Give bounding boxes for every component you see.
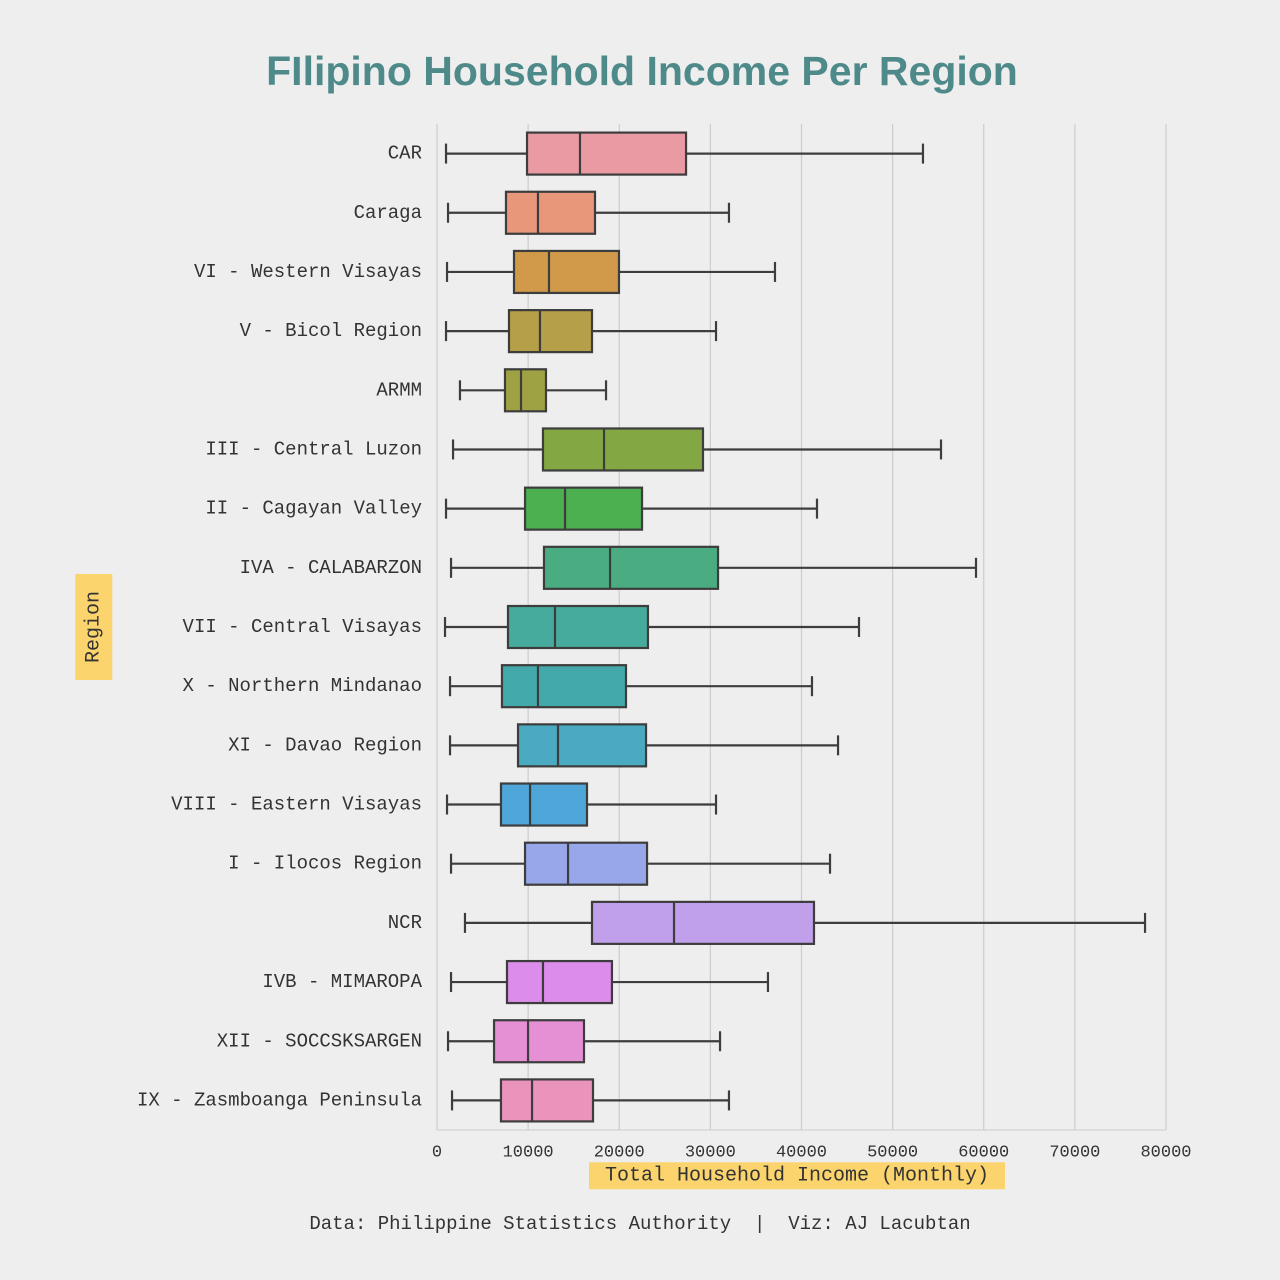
box: [503, 368, 548, 413]
box: [590, 900, 816, 945]
y-tick-label: CAR: [388, 143, 422, 165]
box: [541, 427, 705, 472]
y-tick-label: ARMM: [376, 379, 422, 401]
y-tick-label: Caraga: [354, 202, 422, 224]
y-tick-label: III - Central Luzon: [205, 438, 422, 460]
x-tick-label: 70000: [1049, 1143, 1100, 1162]
box: [492, 1019, 586, 1064]
y-axis-label: Region: [82, 591, 105, 663]
chart-title: FIlipino Household Income Per Region: [266, 48, 1018, 94]
label-background: [75, 573, 113, 681]
y-tick-label: IVB - MIMAROPA: [262, 971, 422, 993]
footer: Data: Philippine Statistics Authority | …: [309, 1213, 970, 1235]
box: [523, 841, 649, 886]
x-tick-label: 10000: [503, 1143, 554, 1162]
y-axis-label-group: Region: [75, 573, 113, 681]
box: [507, 309, 594, 354]
y-tick-label: X - Northern Mindanao: [183, 675, 422, 697]
y-tick-label: XII - SOCCSKSARGEN: [217, 1030, 422, 1052]
x-tick-label: 40000: [776, 1143, 827, 1162]
y-tick-label: IVA - CALABARZON: [240, 557, 422, 579]
x-axis-label: Total Household Income (Monthly): [605, 1164, 989, 1187]
y-tick-label: I - Ilocos Region: [228, 853, 422, 875]
y-tick-label: NCR: [388, 912, 422, 934]
y-tick-label: IX - Zasmboanga Peninsula: [137, 1089, 422, 1111]
box: [499, 1078, 595, 1123]
x-tick-label: 50000: [867, 1143, 918, 1162]
y-tick-label: VIII - Eastern Visayas: [171, 794, 422, 816]
box: [505, 959, 614, 1005]
x-tick-label: 20000: [594, 1143, 645, 1162]
box: [500, 664, 628, 709]
x-tick-label: 0: [432, 1143, 442, 1162]
y-tick-label: II - Cagayan Valley: [205, 498, 422, 520]
box: [542, 545, 720, 590]
box: [523, 486, 644, 531]
x-tick-label: 30000: [685, 1143, 736, 1162]
label-background: [588, 1162, 1006, 1190]
y-tick-label: VI - Western Visayas: [194, 261, 422, 283]
box: [512, 249, 621, 295]
box: [516, 723, 648, 768]
x-tick-label: 60000: [958, 1143, 1009, 1162]
y-tick-label: XI - Davao Region: [228, 734, 422, 756]
y-tick-label: VII - Central Visayas: [183, 616, 422, 638]
x-tick-label: 80000: [1140, 1143, 1191, 1162]
box: [499, 782, 589, 827]
box: [506, 604, 650, 650]
box: [504, 190, 597, 235]
y-tick-label: V - Bicol Region: [240, 320, 422, 342]
box: [525, 131, 688, 176]
